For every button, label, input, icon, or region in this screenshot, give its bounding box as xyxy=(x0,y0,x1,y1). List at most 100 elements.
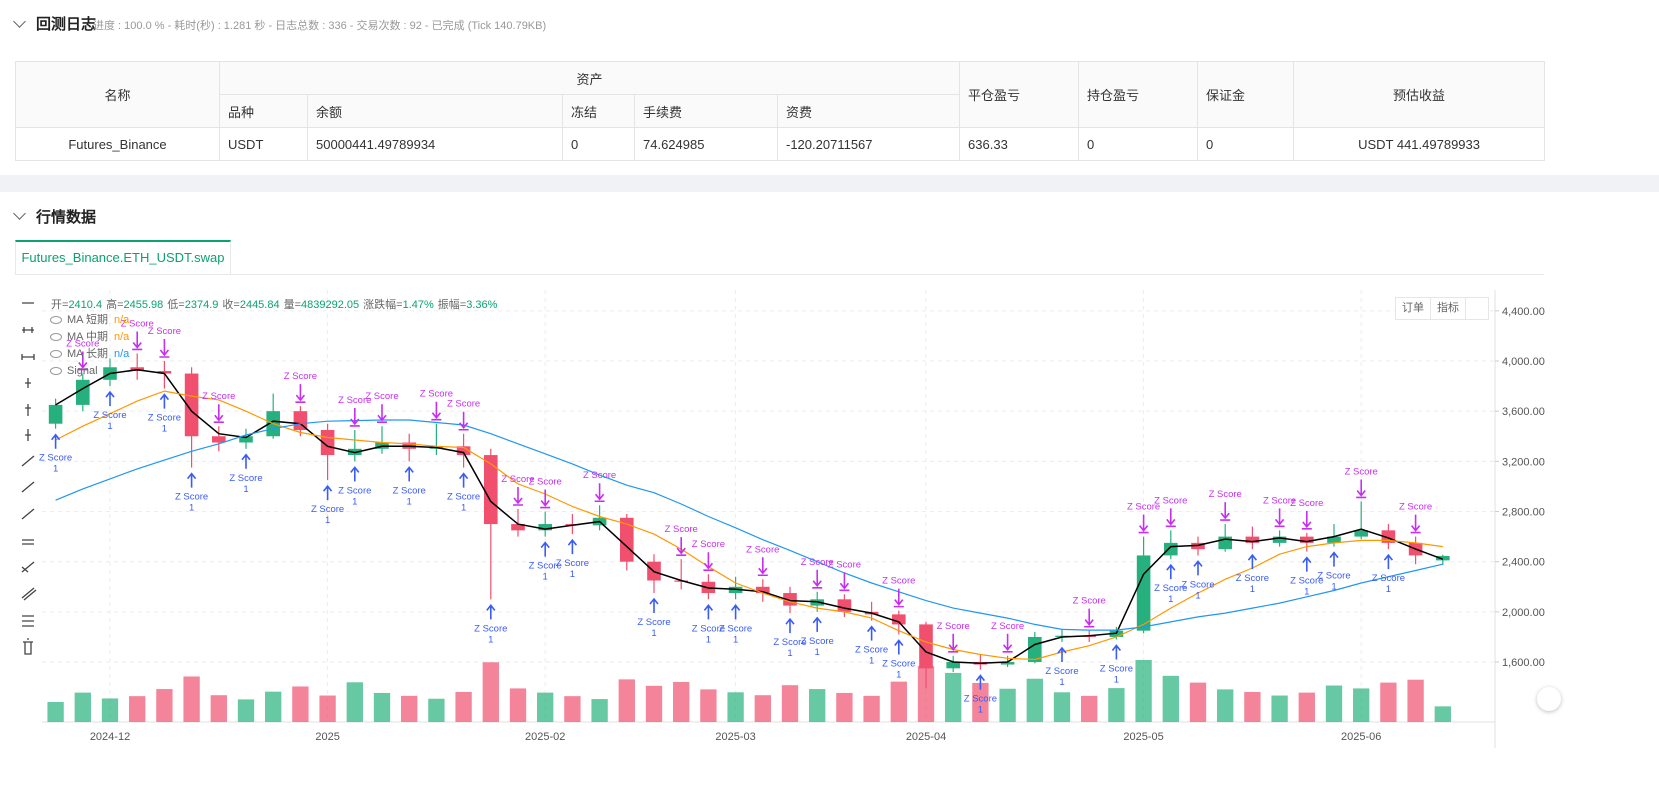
sell-marker xyxy=(839,572,850,592)
tool-button[interactable]: 订单 xyxy=(1396,298,1431,319)
volume-bar xyxy=(1244,691,1261,722)
marker-label: Z Score xyxy=(447,399,480,410)
volume-bar xyxy=(129,696,146,722)
volume-bar xyxy=(183,676,200,722)
collapse-icon[interactable] xyxy=(13,15,26,28)
section-title: 回测日志 xyxy=(36,16,97,33)
tool-button[interactable]: 指标 xyxy=(1431,298,1466,319)
marker-qty: 1 xyxy=(1114,674,1119,685)
marker-label: Z Score xyxy=(1100,663,1133,674)
sell-marker xyxy=(349,407,360,427)
marker-label: Z Score xyxy=(447,492,480,503)
buy-marker xyxy=(1302,556,1312,572)
header-cell: 品种 xyxy=(219,94,308,128)
sell-marker xyxy=(703,552,714,572)
buy-marker xyxy=(785,617,795,634)
marker-label: Z Score xyxy=(501,474,534,485)
sell-marker xyxy=(812,569,823,589)
status-line: 进度 : 100.0 % - 耗时(秒) : 1.281 秒 - 日志总数 : … xyxy=(93,20,547,32)
marker-label: Z Score xyxy=(420,389,453,400)
marker-qty: 1 xyxy=(461,503,466,514)
eye-icon xyxy=(50,367,62,376)
volume-bar xyxy=(781,685,799,722)
volume-bar xyxy=(1108,688,1125,722)
marker-label: Z Score xyxy=(1181,579,1214,590)
y-tick-label: 2,000.00 xyxy=(1502,607,1545,619)
candle-body xyxy=(837,599,852,612)
header-cell: 手续费 xyxy=(634,94,778,128)
buy-marker xyxy=(894,639,904,655)
volume-bar xyxy=(1162,675,1179,722)
marker-label: Z Score xyxy=(1399,502,1432,513)
candle-body xyxy=(919,624,933,669)
candle-body xyxy=(293,411,308,430)
x-tick-label: 2025 xyxy=(315,731,339,743)
tab[interactable]: Futures_Binance.ETH_USDT.swap xyxy=(15,240,231,274)
candle-body xyxy=(76,379,90,405)
tab-divider xyxy=(15,274,1544,275)
buy-marker xyxy=(241,453,251,469)
buy-marker xyxy=(105,390,115,407)
cell: 0 xyxy=(1078,127,1199,161)
x-tick-label: 2025-05 xyxy=(1123,731,1163,743)
volume-bar xyxy=(945,672,962,722)
ma-line xyxy=(55,390,1443,661)
marker-qty: 1 xyxy=(733,634,738,645)
cell: USDT xyxy=(219,127,308,161)
volume-bar xyxy=(292,686,309,722)
buy-marker xyxy=(567,538,578,555)
candle-body xyxy=(1164,542,1178,556)
buy-marker xyxy=(1247,553,1258,570)
sell-marker xyxy=(594,483,605,503)
drawing-toolbar[interactable] xyxy=(21,302,37,655)
scroll-button[interactable] xyxy=(1537,687,1561,711)
volume-bar xyxy=(1271,695,1288,722)
marker-qty: 1 xyxy=(352,496,357,507)
marker-label: Z Score xyxy=(338,395,371,406)
candle-body xyxy=(1245,536,1260,543)
marker-label: Z Score xyxy=(583,470,616,481)
marker-label: Z Score xyxy=(937,621,970,632)
marker-label: Z Score xyxy=(66,339,99,350)
info-value: 2374.9 xyxy=(184,299,219,311)
marker-label: Z Score xyxy=(855,645,888,656)
buy-marker xyxy=(350,466,360,482)
volume-bar xyxy=(999,688,1016,722)
marker-label: Z Score xyxy=(1127,502,1160,513)
legend-name: Signal xyxy=(67,365,98,377)
marker-qty: 1 xyxy=(1168,594,1173,605)
buy-marker xyxy=(866,625,877,641)
x-tick-label: 2025-03 xyxy=(715,731,755,743)
candle-body xyxy=(946,662,960,669)
buy-marker xyxy=(1057,646,1067,662)
x-tick-label: 2025-06 xyxy=(1341,731,1381,743)
header-cell: 名称 xyxy=(15,61,220,128)
marker-label: Z Score xyxy=(365,391,398,402)
volume-bar xyxy=(591,699,608,722)
marker-qty: 1 xyxy=(543,572,548,583)
candle-body xyxy=(1354,530,1368,537)
marker-label: Z Score xyxy=(964,694,997,705)
candle-body xyxy=(538,524,552,531)
y-tick-label: 2,800.00 xyxy=(1502,507,1545,519)
volume-bar xyxy=(1135,660,1152,722)
info-label: 量= xyxy=(283,299,302,311)
sell-marker xyxy=(1274,508,1285,528)
info-label: 高= xyxy=(106,299,124,311)
marker-label: Z Score xyxy=(637,617,670,628)
marker-label: Z Score xyxy=(93,410,126,421)
volume-bar xyxy=(700,689,717,722)
collapse-icon[interactable] xyxy=(13,207,26,220)
section-title: 行情数据 xyxy=(36,209,97,226)
legend-item: Signal xyxy=(50,363,129,380)
sell-marker xyxy=(431,401,442,421)
candle-body xyxy=(756,586,770,594)
legend-value: n/a xyxy=(113,348,130,360)
x-tick-label: 2025-04 xyxy=(906,731,946,743)
marker-label: Z Score xyxy=(529,477,562,488)
info-value: 1.47% xyxy=(402,299,434,311)
y-tick-label: 1,600.00 xyxy=(1502,657,1545,669)
marker-label: Z Score xyxy=(175,492,208,503)
fullscreen-button[interactable] xyxy=(1466,298,1488,319)
